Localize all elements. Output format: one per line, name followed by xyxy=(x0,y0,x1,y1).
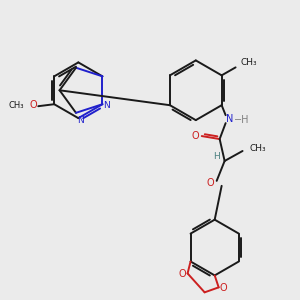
Text: H: H xyxy=(213,152,220,161)
Text: O: O xyxy=(220,284,227,293)
Text: O: O xyxy=(207,178,214,188)
Text: CH₃: CH₃ xyxy=(250,143,266,152)
Text: N: N xyxy=(103,101,110,110)
Text: N: N xyxy=(77,116,84,124)
Text: O: O xyxy=(192,131,200,141)
Text: −H: −H xyxy=(234,115,249,125)
Text: CH₃: CH₃ xyxy=(9,101,24,110)
Text: CH₃: CH₃ xyxy=(241,58,257,67)
Text: N: N xyxy=(226,114,233,124)
Text: O: O xyxy=(179,269,186,279)
Text: O: O xyxy=(29,100,37,110)
